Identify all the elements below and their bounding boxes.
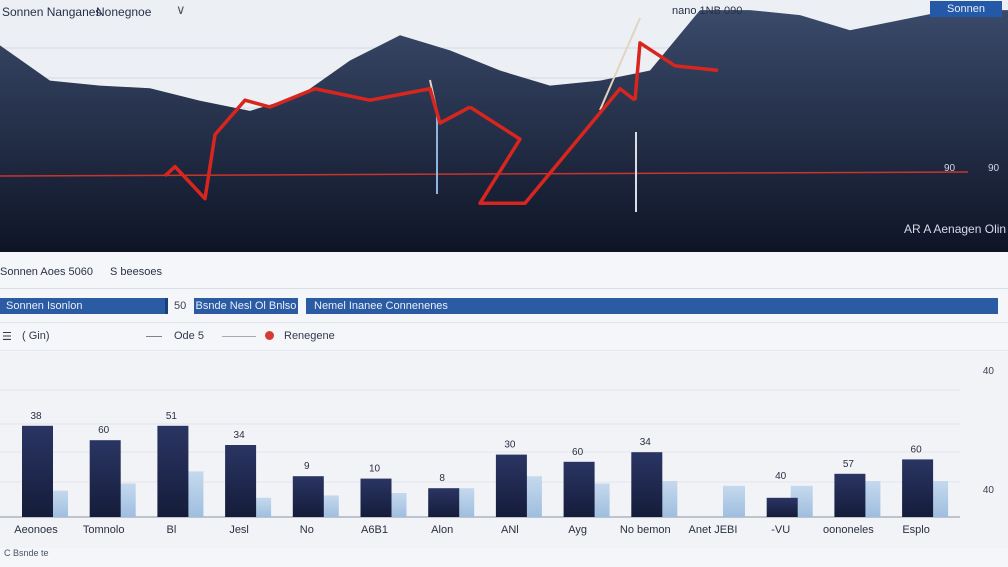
data-label: 60 <box>98 425 110 436</box>
filter-field-b[interactable]: Bsnde Nesl Ol Bnlso <box>194 298 298 314</box>
summary-left: Sonnen Aoes 5060 <box>0 266 93 278</box>
chart-corner-label: AR A Aenagen Olin <box>904 222 1007 236</box>
bar-ode-5 <box>22 425 53 517</box>
category-label: Aeonoes <box>14 524 58 536</box>
category-label: Jesl <box>229 524 249 536</box>
data-label: 34 <box>234 430 246 441</box>
menu-icon[interactable]: ☰ <box>2 331 12 343</box>
data-label: 34 <box>640 437 652 448</box>
category-label: oononeles <box>823 524 874 536</box>
category-label: Bl <box>167 524 177 536</box>
category-label: Ayg <box>568 524 587 536</box>
header-left-label: Sonnen Nanganes <box>2 5 102 19</box>
category-label: ANl <box>501 524 519 536</box>
footer-text: C Bsnde te <box>4 548 49 558</box>
data-label: 38 <box>30 411 42 422</box>
divider <box>0 288 1008 289</box>
legend-dash-icon <box>146 336 162 337</box>
bar-ode-5 <box>834 473 866 517</box>
divider <box>0 350 1008 351</box>
area-line-chart <box>0 0 1008 252</box>
area-series <box>0 10 1008 252</box>
data-label: 57 <box>843 459 855 470</box>
reference-line <box>0 171 969 177</box>
red-line-series <box>469 86 637 206</box>
top-right-button[interactable]: Sonnen <box>930 1 1002 17</box>
legend-series-b[interactable]: Renegene <box>284 330 335 342</box>
category-label: Esplo <box>902 524 930 536</box>
data-label: 51 <box>166 411 178 422</box>
legend-box-label[interactable]: ( Gin) <box>22 330 50 342</box>
data-label: 30 <box>504 440 516 451</box>
category-label: Tomnolo <box>83 524 125 536</box>
bar-ode-5 <box>902 459 934 517</box>
filter-field-c[interactable]: Nemel Inanee Connenenes <box>306 298 998 314</box>
data-label: 60 <box>572 447 584 458</box>
red-line-series <box>163 86 471 201</box>
reference-label-b: 90 <box>988 163 1000 174</box>
bar-ode-5 <box>157 425 189 517</box>
search-label[interactable]: Nonegnoe <box>96 5 152 19</box>
bar-ode-5 <box>89 440 121 517</box>
bar-ode-5 <box>225 445 257 517</box>
data-label: 40 <box>775 471 787 482</box>
data-label: 8 <box>439 473 445 484</box>
bar-ode-5 <box>766 497 798 517</box>
filter-separator: 50 <box>174 300 187 312</box>
chevron-down-icon[interactable]: ∨ <box>176 2 186 17</box>
reference-label-a: 90 <box>944 163 956 174</box>
red-line-series <box>633 41 719 101</box>
y-tick-label: 40 <box>983 366 995 377</box>
category-label: Anet JEBI <box>689 524 738 536</box>
bar-ode-5 <box>360 478 392 517</box>
summary-right: S beesoes <box>110 266 162 278</box>
bar-ode-5 <box>292 476 324 517</box>
filter-field-a[interactable]: Sonnen Isonlon <box>0 298 168 314</box>
divider <box>0 322 1008 323</box>
bar-chart: 38 60 51 34 9 10 8 30 60 34 40 57 60 Aeonoes Tomnolo B… <box>0 352 1008 548</box>
bar-ode-5 <box>563 461 595 517</box>
category-label: -VU <box>771 524 790 536</box>
top-chart-panel: Sonnen Nanganes Nonegnoe ∨ nano 1NB 090 … <box>0 0 1008 252</box>
legend-line-icon <box>222 336 256 337</box>
category-label: No <box>300 524 314 536</box>
category-label: A6B1 <box>361 524 388 536</box>
bar-ode-5 <box>631 452 663 517</box>
bar-renegene <box>723 485 745 517</box>
y-tick-label: 40 <box>983 485 995 496</box>
bottom-chart-panel: 38 60 51 34 9 10 8 30 60 34 40 57 60 Aeonoes Tomnolo B… <box>0 352 1008 567</box>
data-label: 9 <box>304 461 310 472</box>
legend-series-a[interactable]: Ode 5 <box>174 330 204 342</box>
bar-ode-5 <box>428 488 460 517</box>
category-label: Alon <box>431 524 453 536</box>
data-label: 60 <box>911 444 923 455</box>
data-label: 10 <box>369 464 381 475</box>
bar-ode-5 <box>495 454 527 517</box>
category-label: No bemon <box>620 524 671 536</box>
top-header: Sonnen Nanganes Nonegnoe ∨ nano 1NB 090 … <box>0 0 1008 22</box>
header-center-label: nano 1NB 090 <box>672 5 743 17</box>
vertical-marker-line <box>599 17 641 111</box>
legend-dot-icon <box>265 331 274 340</box>
